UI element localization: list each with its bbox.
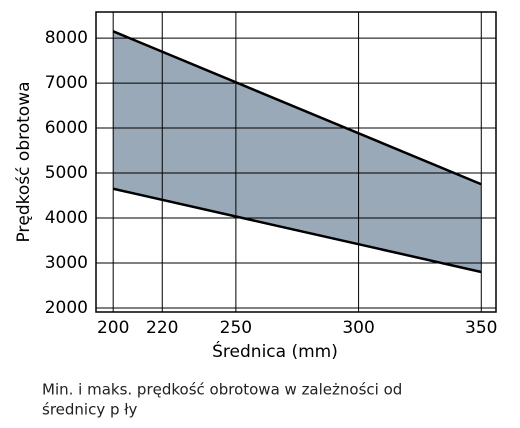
range-area	[113, 31, 482, 272]
low-line	[112, 187, 482, 274]
x-tick-label: 300	[342, 318, 374, 338]
y-tick-label: 8000	[45, 28, 88, 48]
x-tick-label: 200	[97, 318, 129, 338]
y-tick-label: 6000	[45, 118, 88, 138]
caption: średnicy p ły	[42, 401, 138, 419]
x-axis-label: Średnica (mm)	[212, 340, 338, 362]
caption: Min. i maks. prędkość obrotowa w zależno…	[42, 381, 402, 399]
y-tick-label: 3000	[45, 253, 88, 273]
x-tick-label: 250	[220, 318, 252, 338]
y-tick-label: 2000	[45, 298, 88, 318]
x-tick-label: 350	[465, 318, 497, 338]
x-tick-label: 220	[146, 318, 178, 338]
y-axis-label: Prędkość obrotowa	[14, 81, 34, 242]
y-tick-label: 4000	[45, 208, 88, 228]
plot-frame	[95, 11, 497, 313]
y-tick-label: 5000	[45, 163, 88, 183]
y-tick-label: 7000	[45, 73, 88, 93]
high-line	[112, 30, 482, 186]
